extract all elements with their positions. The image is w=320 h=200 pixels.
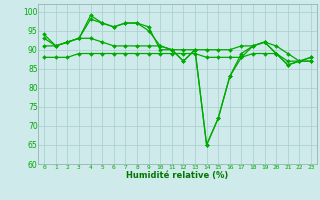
X-axis label: Humidité relative (%): Humidité relative (%) bbox=[126, 171, 229, 180]
